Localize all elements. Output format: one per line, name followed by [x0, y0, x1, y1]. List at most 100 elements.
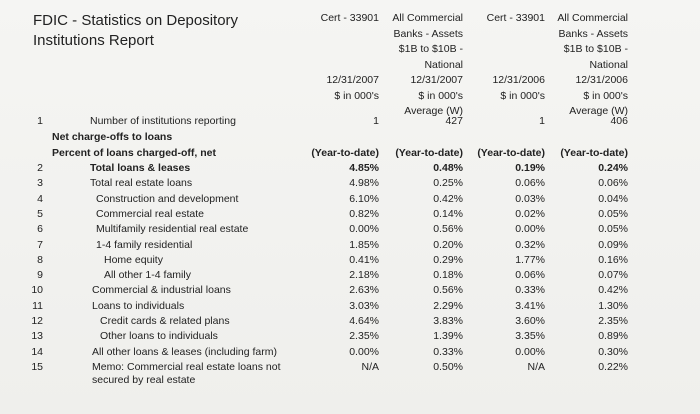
cell: 406 — [610, 115, 628, 127]
cell: 0.18% — [433, 269, 463, 282]
row-label: 1-4 family residential — [96, 238, 193, 251]
cell: 1 — [539, 115, 545, 127]
cell: 0.33% — [515, 284, 545, 297]
cell: 0.00% — [515, 345, 545, 358]
column-header: $ in 000's — [418, 89, 463, 102]
row-label: Commercial real estate — [96, 207, 204, 220]
cell: 0.41% — [349, 253, 379, 266]
row-label: Multifamily residential real estate — [96, 223, 249, 236]
cell: 4.85% — [349, 162, 379, 174]
row-number: 14 — [31, 345, 43, 358]
cell: 2.35% — [598, 315, 628, 327]
row-number: 7 — [37, 238, 43, 251]
cell: 0.16% — [598, 253, 628, 266]
row-number: 15 — [31, 360, 43, 373]
row-label: All other 1-4 family — [104, 269, 191, 282]
column-header: 12/31/2007 — [326, 74, 379, 86]
cell: 3.60% — [515, 315, 545, 327]
row-number: 4 — [37, 192, 43, 205]
cell: 4.64% — [349, 315, 379, 327]
cell: 0.09% — [598, 238, 628, 251]
row-number: 11 — [32, 299, 43, 312]
cell: 0.02% — [515, 207, 545, 220]
cell: 0.00% — [349, 223, 379, 236]
cell: 0.00% — [349, 345, 379, 358]
row-label: secured by real estate — [92, 373, 196, 386]
column-note: (Year-to-date) — [395, 147, 463, 159]
subsection-heading: Percent of loans charged-off, net — [52, 147, 216, 159]
cell: 0.03% — [515, 192, 545, 205]
column-header: $ in 000's — [500, 89, 545, 102]
cell: 1 — [373, 115, 379, 127]
cell: 4.98% — [349, 177, 379, 190]
row-number: 8 — [37, 253, 43, 266]
column-header: All Commercial — [557, 12, 628, 24]
cell: 1.39% — [433, 330, 463, 343]
row-label: Home equity — [104, 253, 163, 266]
column-header: Average (W) — [569, 105, 628, 117]
cell: 3.83% — [433, 315, 463, 327]
cell: 0.06% — [598, 177, 628, 190]
cell: 2.29% — [433, 299, 463, 312]
row-label: Number of institutions reporting — [90, 115, 236, 127]
row-number: 12 — [31, 315, 43, 327]
row-number: 10 — [31, 284, 43, 297]
cell: 0.04% — [598, 192, 628, 205]
cell: 3.35% — [515, 330, 545, 343]
cell: 0.05% — [598, 207, 628, 220]
cell: 0.33% — [433, 345, 463, 358]
cell: 0.56% — [433, 223, 463, 236]
cell: N/A — [527, 360, 545, 373]
column-header: Banks - Assets — [558, 27, 628, 40]
cell: 2.35% — [349, 330, 379, 343]
cell: 1.30% — [598, 299, 628, 312]
column-note: (Year-to-date) — [477, 147, 545, 159]
row-number: 5 — [37, 207, 43, 220]
row-label: Commercial & industrial loans — [92, 284, 231, 297]
cell: 2.18% — [349, 269, 379, 282]
column-note: (Year-to-date) — [311, 147, 379, 159]
cell: 1.85% — [349, 238, 379, 251]
cell: 0.06% — [515, 269, 545, 282]
cell: 0.82% — [349, 207, 379, 220]
cell: 0.24% — [598, 162, 628, 174]
cell: 0.14% — [433, 207, 463, 220]
cell: 0.22% — [598, 360, 628, 373]
column-header: National — [589, 58, 628, 71]
column-header: Average (W) — [404, 105, 463, 117]
row-label: Other loans to individuals — [100, 330, 218, 343]
row-label: Credit cards & related plans — [100, 315, 230, 327]
row-number: 1 — [37, 115, 43, 127]
cell: 0.42% — [598, 284, 628, 297]
cell: 6.10% — [349, 192, 379, 205]
row-label: Memo: Commercial real estate loans not — [92, 360, 281, 373]
cell: 0.20% — [433, 238, 463, 251]
cell: 0.48% — [433, 162, 463, 174]
cell: 3.03% — [349, 299, 379, 312]
section-heading: Net charge-offs to loans — [52, 131, 173, 143]
row-number: 6 — [37, 223, 43, 236]
column-header: 12/31/2006 — [575, 74, 628, 86]
row-number: 2 — [37, 162, 43, 174]
column-header: $1B to $10B - — [398, 43, 463, 55]
column-header: 12/31/2007 — [410, 74, 463, 86]
column-note: (Year-to-date) — [560, 147, 628, 159]
column-header: $ in 000's — [334, 89, 379, 102]
cell: 1.77% — [515, 253, 545, 266]
cell: N/A — [361, 360, 379, 373]
title: FDIC - Statistics on Depository — [33, 12, 239, 29]
row-number: 9 — [37, 269, 43, 282]
row-number: 3 — [37, 177, 43, 190]
column-header: $1B to $10B - — [563, 43, 628, 55]
cell: 2.63% — [349, 284, 379, 297]
cell: 0.06% — [515, 177, 545, 190]
cell: 0.50% — [433, 360, 463, 373]
row-label: Total loans & leases — [90, 162, 191, 174]
row-label: Construction and development — [96, 192, 239, 205]
cell: 0.07% — [598, 269, 628, 282]
cell: 0.89% — [598, 330, 628, 343]
row-label: Loans to individuals — [92, 299, 185, 312]
column-header: Cert - 33901 — [486, 12, 545, 24]
title: Institutions Report — [33, 32, 154, 49]
cell: 3.41% — [515, 299, 545, 312]
